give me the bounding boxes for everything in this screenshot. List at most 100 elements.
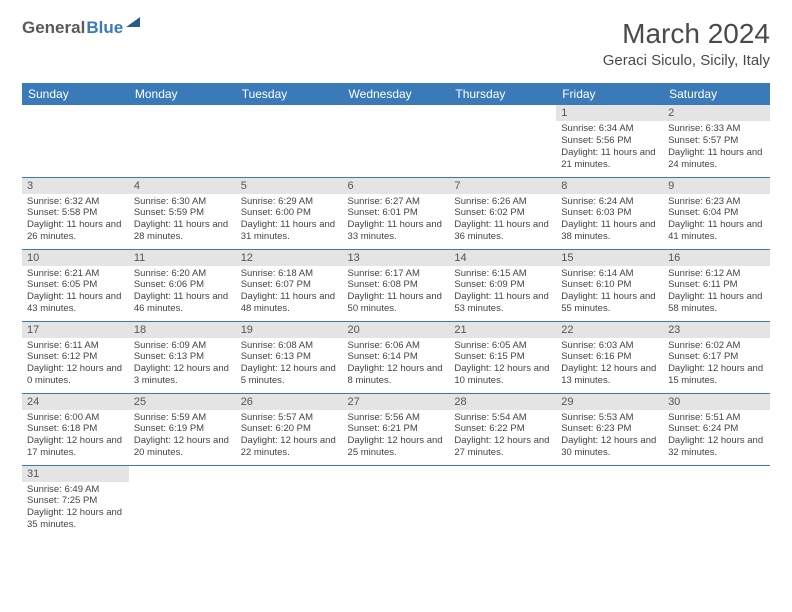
day-number: 31 [22, 466, 129, 482]
day-number: 29 [556, 394, 663, 410]
calendar-cell: 10Sunrise: 6:21 AMSunset: 6:05 PMDayligh… [22, 249, 129, 321]
day-details: Sunrise: 6:12 AMSunset: 6:11 PMDaylight:… [663, 266, 770, 320]
day-details: Sunrise: 6:30 AMSunset: 5:59 PMDaylight:… [129, 194, 236, 248]
logo: GeneralBlue [22, 18, 140, 38]
calendar-cell: 4Sunrise: 6:30 AMSunset: 5:59 PMDaylight… [129, 177, 236, 249]
day-details: Sunrise: 5:51 AMSunset: 6:24 PMDaylight:… [663, 410, 770, 464]
calendar-cell: 31Sunrise: 6:49 AMSunset: 7:25 PMDayligh… [22, 465, 129, 537]
calendar-cell: 12Sunrise: 6:18 AMSunset: 6:07 PMDayligh… [236, 249, 343, 321]
day-number: 5 [236, 178, 343, 194]
logo-triangle-icon [126, 17, 140, 27]
calendar-cell: 27Sunrise: 5:56 AMSunset: 6:21 PMDayligh… [343, 393, 450, 465]
day-number: 24 [22, 394, 129, 410]
day-details: Sunrise: 6:32 AMSunset: 5:58 PMDaylight:… [22, 194, 129, 248]
day-details: Sunrise: 6:20 AMSunset: 6:06 PMDaylight:… [129, 266, 236, 320]
day-number: 16 [663, 250, 770, 266]
calendar-row: 10Sunrise: 6:21 AMSunset: 6:05 PMDayligh… [22, 249, 770, 321]
calendar-cell [343, 105, 450, 177]
day-number: 10 [22, 250, 129, 266]
calendar-cell: 21Sunrise: 6:05 AMSunset: 6:15 PMDayligh… [449, 321, 556, 393]
calendar-table: Sunday Monday Tuesday Wednesday Thursday… [22, 83, 770, 537]
weekday-header: Monday [129, 83, 236, 105]
day-number: 18 [129, 322, 236, 338]
day-number: 13 [343, 250, 450, 266]
calendar-cell: 7Sunrise: 6:26 AMSunset: 6:02 PMDaylight… [449, 177, 556, 249]
day-details: Sunrise: 6:09 AMSunset: 6:13 PMDaylight:… [129, 338, 236, 392]
calendar-cell: 8Sunrise: 6:24 AMSunset: 6:03 PMDaylight… [556, 177, 663, 249]
weekday-header: Saturday [663, 83, 770, 105]
weekday-header: Sunday [22, 83, 129, 105]
calendar-cell: 24Sunrise: 6:00 AMSunset: 6:18 PMDayligh… [22, 393, 129, 465]
day-details: Sunrise: 6:06 AMSunset: 6:14 PMDaylight:… [343, 338, 450, 392]
calendar-cell [22, 105, 129, 177]
day-number: 28 [449, 394, 556, 410]
weekday-header: Friday [556, 83, 663, 105]
day-number: 4 [129, 178, 236, 194]
calendar-cell: 25Sunrise: 5:59 AMSunset: 6:19 PMDayligh… [129, 393, 236, 465]
calendar-cell: 30Sunrise: 5:51 AMSunset: 6:24 PMDayligh… [663, 393, 770, 465]
day-number: 21 [449, 322, 556, 338]
day-details: Sunrise: 6:29 AMSunset: 6:00 PMDaylight:… [236, 194, 343, 248]
title-block: March 2024 Geraci Siculo, Sicily, Italy [603, 18, 770, 69]
day-number: 25 [129, 394, 236, 410]
day-number: 3 [22, 178, 129, 194]
calendar-row: 24Sunrise: 6:00 AMSunset: 6:18 PMDayligh… [22, 393, 770, 465]
calendar-body: 1Sunrise: 6:34 AMSunset: 5:56 PMDaylight… [22, 105, 770, 537]
calendar-cell: 17Sunrise: 6:11 AMSunset: 6:12 PMDayligh… [22, 321, 129, 393]
day-number: 22 [556, 322, 663, 338]
calendar-cell: 13Sunrise: 6:17 AMSunset: 6:08 PMDayligh… [343, 249, 450, 321]
calendar-cell: 29Sunrise: 5:53 AMSunset: 6:23 PMDayligh… [556, 393, 663, 465]
page-title: March 2024 [603, 18, 770, 50]
calendar-row: 3Sunrise: 6:32 AMSunset: 5:58 PMDaylight… [22, 177, 770, 249]
calendar-cell [663, 465, 770, 537]
calendar-cell: 20Sunrise: 6:06 AMSunset: 6:14 PMDayligh… [343, 321, 450, 393]
calendar-cell: 19Sunrise: 6:08 AMSunset: 6:13 PMDayligh… [236, 321, 343, 393]
day-details: Sunrise: 5:59 AMSunset: 6:19 PMDaylight:… [129, 410, 236, 464]
day-number: 12 [236, 250, 343, 266]
day-number: 20 [343, 322, 450, 338]
calendar-row: 1Sunrise: 6:34 AMSunset: 5:56 PMDaylight… [22, 105, 770, 177]
day-number: 9 [663, 178, 770, 194]
day-number: 7 [449, 178, 556, 194]
calendar-cell: 22Sunrise: 6:03 AMSunset: 6:16 PMDayligh… [556, 321, 663, 393]
day-number: 11 [129, 250, 236, 266]
day-details: Sunrise: 6:00 AMSunset: 6:18 PMDaylight:… [22, 410, 129, 464]
day-number: 8 [556, 178, 663, 194]
calendar-cell: 6Sunrise: 6:27 AMSunset: 6:01 PMDaylight… [343, 177, 450, 249]
calendar-row: 17Sunrise: 6:11 AMSunset: 6:12 PMDayligh… [22, 321, 770, 393]
day-details: Sunrise: 5:53 AMSunset: 6:23 PMDaylight:… [556, 410, 663, 464]
calendar-cell [449, 465, 556, 537]
calendar-cell: 23Sunrise: 6:02 AMSunset: 6:17 PMDayligh… [663, 321, 770, 393]
calendar-cell: 11Sunrise: 6:20 AMSunset: 6:06 PMDayligh… [129, 249, 236, 321]
day-details: Sunrise: 5:54 AMSunset: 6:22 PMDaylight:… [449, 410, 556, 464]
calendar-cell: 5Sunrise: 6:29 AMSunset: 6:00 PMDaylight… [236, 177, 343, 249]
calendar-cell: 9Sunrise: 6:23 AMSunset: 6:04 PMDaylight… [663, 177, 770, 249]
day-details: Sunrise: 6:23 AMSunset: 6:04 PMDaylight:… [663, 194, 770, 248]
day-details: Sunrise: 5:57 AMSunset: 6:20 PMDaylight:… [236, 410, 343, 464]
logo-text-1: General [22, 18, 85, 38]
calendar-cell [556, 465, 663, 537]
day-number: 2 [663, 105, 770, 121]
calendar-cell: 26Sunrise: 5:57 AMSunset: 6:20 PMDayligh… [236, 393, 343, 465]
day-number: 30 [663, 394, 770, 410]
day-details: Sunrise: 6:24 AMSunset: 6:03 PMDaylight:… [556, 194, 663, 248]
calendar-cell [129, 465, 236, 537]
logo-text-2: Blue [86, 18, 123, 38]
day-details: Sunrise: 6:18 AMSunset: 6:07 PMDaylight:… [236, 266, 343, 320]
day-details: Sunrise: 6:03 AMSunset: 6:16 PMDaylight:… [556, 338, 663, 392]
calendar-cell [129, 105, 236, 177]
calendar-cell [449, 105, 556, 177]
day-details: Sunrise: 6:17 AMSunset: 6:08 PMDaylight:… [343, 266, 450, 320]
day-details: Sunrise: 6:33 AMSunset: 5:57 PMDaylight:… [663, 121, 770, 175]
day-details: Sunrise: 6:02 AMSunset: 6:17 PMDaylight:… [663, 338, 770, 392]
calendar-cell: 2Sunrise: 6:33 AMSunset: 5:57 PMDaylight… [663, 105, 770, 177]
calendar-cell: 15Sunrise: 6:14 AMSunset: 6:10 PMDayligh… [556, 249, 663, 321]
calendar-cell: 18Sunrise: 6:09 AMSunset: 6:13 PMDayligh… [129, 321, 236, 393]
calendar-cell: 1Sunrise: 6:34 AMSunset: 5:56 PMDaylight… [556, 105, 663, 177]
day-number: 14 [449, 250, 556, 266]
day-details: Sunrise: 6:21 AMSunset: 6:05 PMDaylight:… [22, 266, 129, 320]
calendar-cell [236, 105, 343, 177]
day-number: 23 [663, 322, 770, 338]
weekday-header-row: Sunday Monday Tuesday Wednesday Thursday… [22, 83, 770, 105]
day-number: 6 [343, 178, 450, 194]
